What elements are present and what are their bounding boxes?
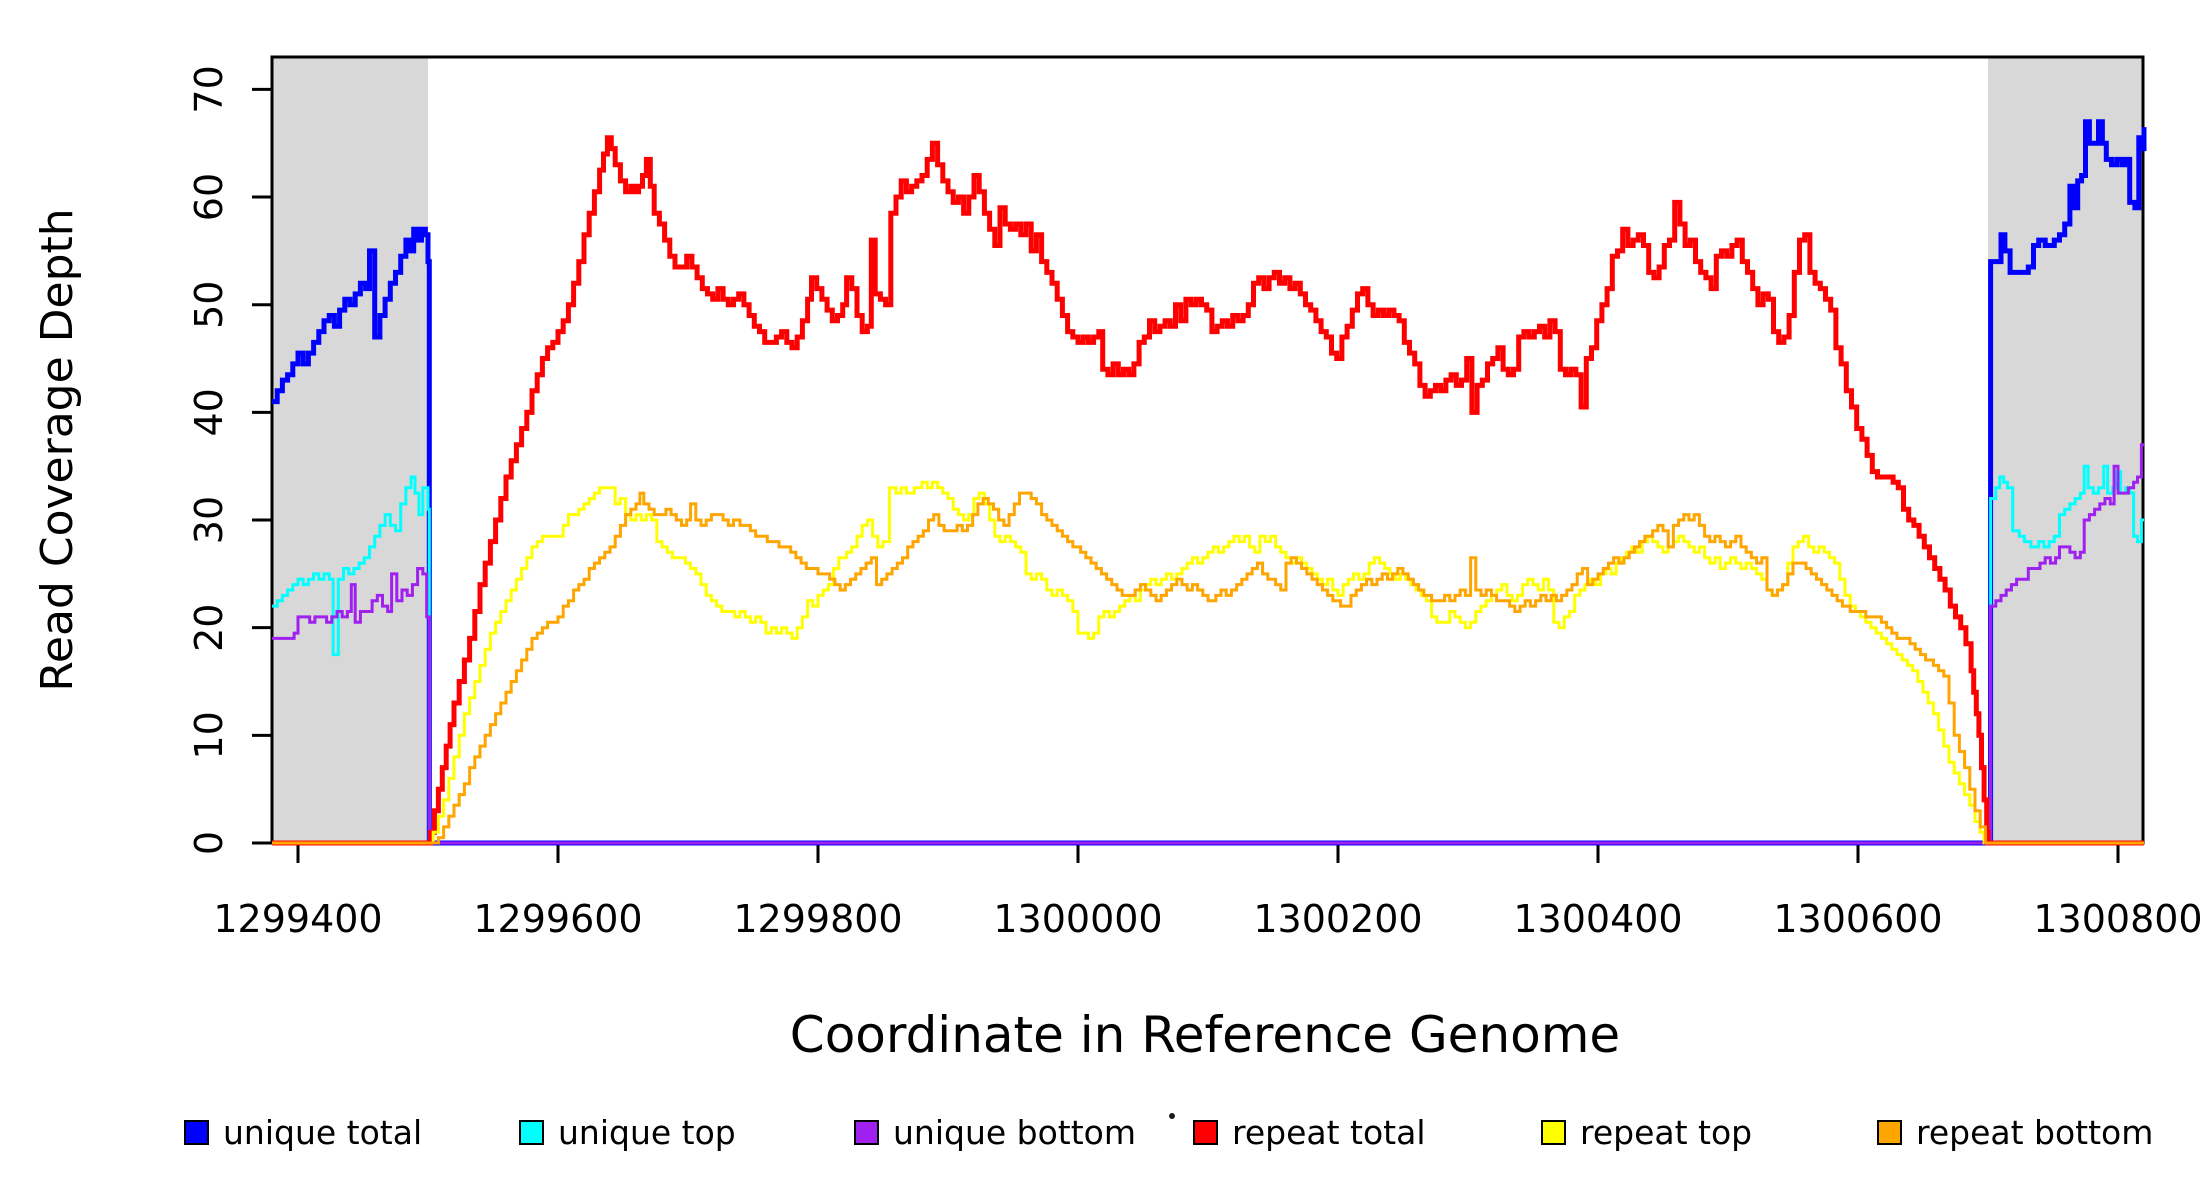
axes-layer: 1299400 1299600 1299800 1300000 1300200 13004… xyxy=(187,65,2200,941)
x-tick-label: 1299600 xyxy=(473,897,642,941)
x-tick-label: 1299800 xyxy=(733,897,902,941)
series-line-unique-bottom xyxy=(272,443,2144,845)
shaded-regions-layer xyxy=(272,57,2144,843)
x-tick-label: 1300400 xyxy=(1513,897,1682,941)
y-tick-label: 30 xyxy=(187,496,231,544)
legend: unique total unique top unique bottom repea… xyxy=(184,1113,2153,1152)
series-line-unique-total xyxy=(272,119,2147,846)
y-tick-label: 0 xyxy=(187,831,231,855)
series-line-repeat-bottom xyxy=(272,491,2144,845)
legend-label-repeat-total: repeat total xyxy=(1232,1113,1426,1152)
stray-dot-artifact xyxy=(1169,1113,1175,1119)
x-tick-label: 1300800 xyxy=(2033,897,2200,941)
legend-label-unique-top: unique top xyxy=(558,1113,736,1152)
y-tick-label: 60 xyxy=(187,173,231,221)
x-tick-label: 1300000 xyxy=(993,897,1162,941)
series-line-repeat-total xyxy=(272,135,2144,846)
shaded-region xyxy=(1988,57,2144,843)
shaded-region xyxy=(272,57,428,843)
x-tick-label: 1299400 xyxy=(213,897,382,941)
legend-label-unique-bottom: unique bottom xyxy=(893,1113,1136,1152)
y-tick-label: 70 xyxy=(187,65,231,113)
y-tick-label: 10 xyxy=(187,711,231,759)
series-lines-layer xyxy=(272,119,2147,846)
legend-label-unique-total: unique total xyxy=(223,1113,422,1152)
plot-box xyxy=(270,55,2145,845)
y-tick-label: 50 xyxy=(187,281,231,329)
legend-swatch-unique-top xyxy=(519,1120,544,1145)
series-line-unique-top xyxy=(272,464,2144,845)
legend-swatch-repeat-bottom xyxy=(1877,1120,1902,1145)
legend-swatch-repeat-total xyxy=(1193,1120,1218,1145)
legend-label-repeat-top: repeat top xyxy=(1580,1113,1752,1152)
y-axis-title: Read Coverage Depth xyxy=(32,208,83,691)
y-tick-label: 40 xyxy=(187,388,231,436)
legend-label-repeat-bottom: repeat bottom xyxy=(1916,1113,2153,1152)
x-tick-label: 1300600 xyxy=(1773,897,1942,941)
y-tick-label: 20 xyxy=(187,604,231,652)
legend-swatch-unique-total xyxy=(184,1120,209,1145)
x-axis-title: Coordinate in Reference Genome xyxy=(790,1006,1620,1064)
legend-swatch-unique-bottom xyxy=(854,1120,879,1145)
x-tick-label: 1300200 xyxy=(1253,897,1422,941)
series-line-repeat-top xyxy=(272,480,2144,845)
legend-swatch-repeat-top xyxy=(1541,1120,1566,1145)
